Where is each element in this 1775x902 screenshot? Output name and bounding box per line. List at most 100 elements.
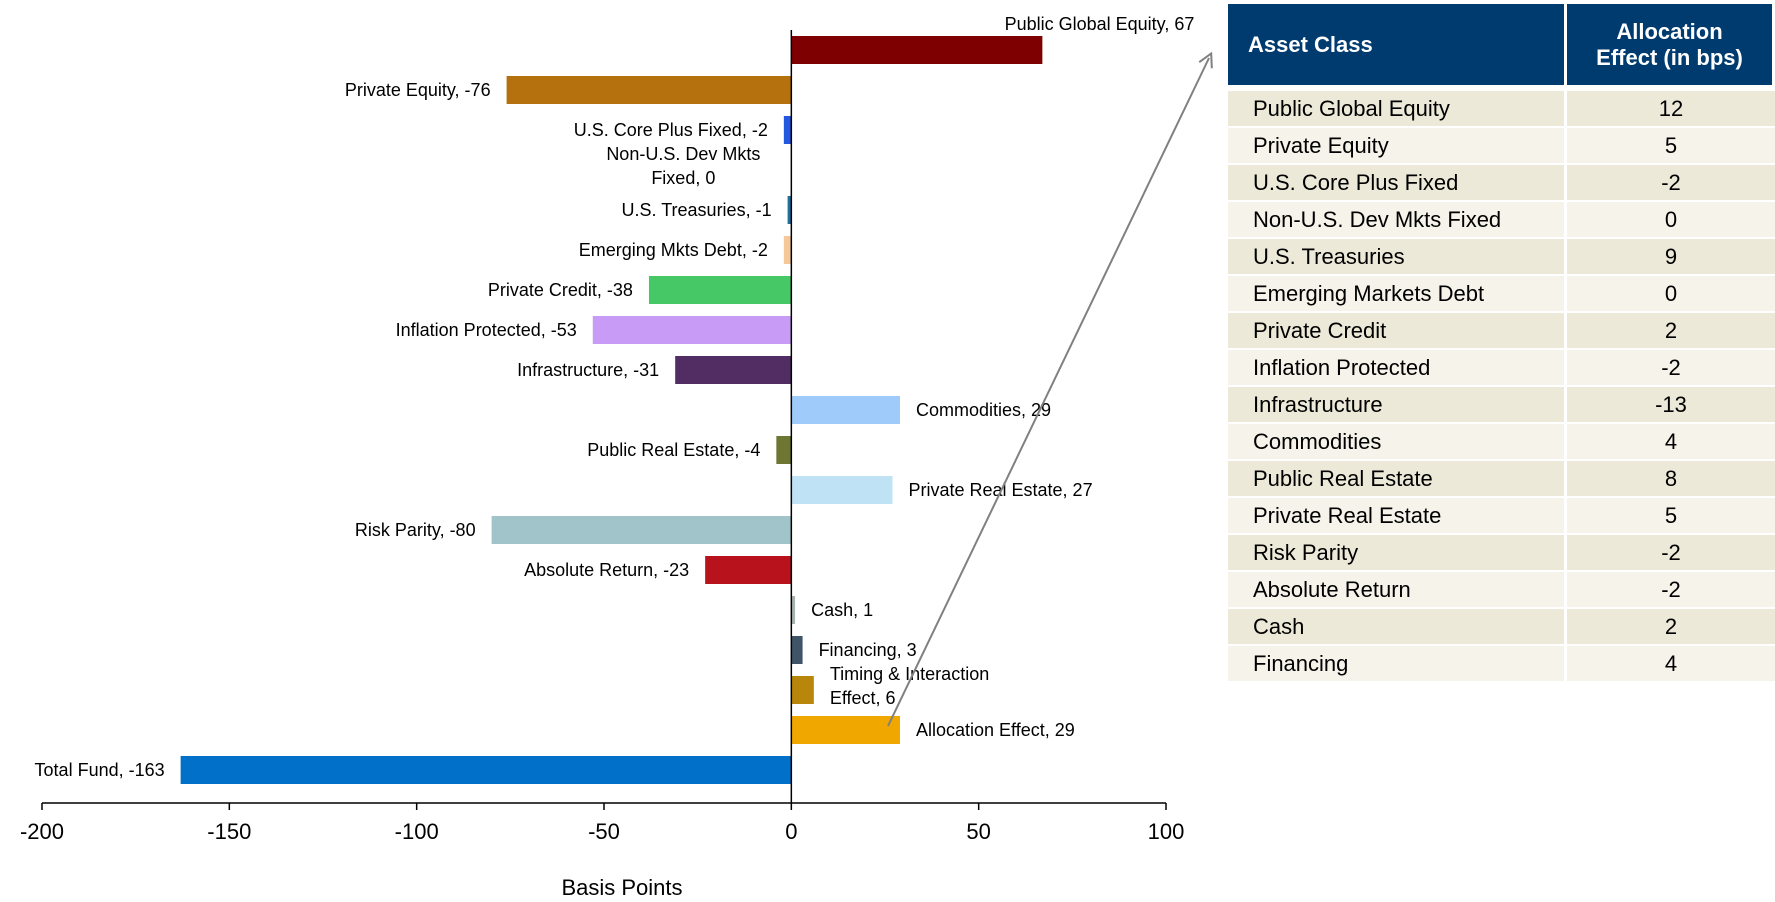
cell-asset-class: Private Equity [1228,128,1567,165]
cell-asset-class: Infrastructure [1228,387,1567,424]
x-tick-label: 0 [785,819,797,844]
cell-allocation-effect: 2 [1567,313,1775,350]
bar-infrastructure [675,356,792,384]
bar-label-u-s-core-plus-fixed: U.S. Core Plus Fixed, -2 [574,120,768,140]
table-row: Inflation Protected -2 [1228,350,1775,387]
cell-allocation-effect: -2 [1567,350,1775,387]
bar-u-s-core-plus-fixed [783,116,792,144]
bar-inflation-protected [592,316,792,344]
cell-asset-class: U.S. Treasuries [1228,239,1567,276]
cell-asset-class: Private Credit [1228,313,1567,350]
cell-asset-class: Inflation Protected [1228,350,1567,387]
bar-financing [791,636,803,664]
cell-allocation-effect: 9 [1567,239,1775,276]
cell-asset-class: Risk Parity [1228,535,1567,572]
cell-allocation-effect: 5 [1567,128,1775,165]
cell-allocation-effect: 4 [1567,424,1775,461]
table-row: Risk Parity -2 [1228,535,1775,572]
bar-label-risk-parity: Risk Parity, -80 [355,520,476,540]
bar-absolute-return [705,556,792,584]
bar-label-public-global-equity: Public Global Equity, 67 [1005,14,1195,34]
cell-asset-class: Absolute Return [1228,572,1567,609]
table-row: U.S. Treasuries 9 [1228,239,1775,276]
cell-allocation-effect: 8 [1567,461,1775,498]
cell-allocation-effect: 2 [1567,609,1775,646]
bar-label-u-s-treasuries: U.S. Treasuries, -1 [622,200,772,220]
bar-commodities [791,396,900,424]
header-effect-line: Allocation [1616,18,1723,44]
cell-allocation-effect: 0 [1567,276,1775,313]
cell-allocation-effect: -2 [1567,165,1775,202]
bar-private-credit [648,276,792,304]
bar-u-s-treasuries [787,196,792,224]
cell-allocation-effect: 0 [1567,202,1775,239]
header-effect-line: Effect (in bps) [1596,44,1743,70]
x-tick-label: -150 [207,819,251,844]
bar-labels: Public Global Equity, 67 Private Equity, … [35,14,1195,780]
cell-asset-class: Emerging Markets Debt [1228,276,1567,313]
table-row: Public Real Estate 8 [1228,461,1775,498]
x-axis-title: Basis Points [561,875,682,900]
header-asset-class: Asset Class [1228,4,1567,91]
bar-label-non-u-s-dev-mkts-fixed: Non-U.S. Dev Mkts Fixed, 0 [606,144,760,188]
table-row: Non-U.S. Dev Mkts Fixed 0 [1228,202,1775,239]
bar-label-infrastructure: Infrastructure, -31 [517,360,659,380]
bar-timing-interaction-effect [791,676,814,704]
cell-allocation-effect: 12 [1567,91,1775,128]
bar-label-private-credit: Private Credit, -38 [488,280,633,300]
x-tick-label: -50 [588,819,620,844]
cell-asset-class: Financing [1228,646,1567,683]
table-row: Private Real Estate 5 [1228,498,1775,535]
table-header-row: Asset Class Allocation Effect (in bps) [1228,4,1775,91]
allocation-arrow [887,51,1213,727]
x-tick-label: 100 [1148,819,1185,844]
cell-allocation-effect: -2 [1567,572,1775,609]
bar-risk-parity [491,516,792,544]
bar-emerging-mkts-debt [783,236,792,264]
table-row: Infrastructure -13 [1228,387,1775,424]
bar-label-commodities: Commodities, 29 [916,400,1051,420]
table-row: Cash 2 [1228,609,1775,646]
cell-allocation-effect: -2 [1567,535,1775,572]
table-row: Absolute Return -2 [1228,572,1775,609]
cell-allocation-effect: -13 [1567,387,1775,424]
header-allocation-effect: Allocation Effect (in bps) [1567,4,1775,91]
bars-layer [180,36,1043,784]
bar-label-financing: Financing, 3 [819,640,917,660]
bar-label-inflation-protected: Inflation Protected, -53 [396,320,577,340]
table-row: Financing 4 [1228,646,1775,683]
x-axis: -200 -150 -100 -50 0 50 100 [20,30,1184,844]
bar-label-private-equity: Private Equity, -76 [345,80,491,100]
cell-allocation-effect: 5 [1567,498,1775,535]
cell-asset-class: Commodities [1228,424,1567,461]
allocation-effect-table: Asset Class Allocation Effect (in bps) Pu… [1228,4,1775,683]
x-tick-label: -100 [395,819,439,844]
bar-private-equity [506,76,792,104]
cell-asset-class: Non-U.S. Dev Mkts Fixed [1228,202,1567,239]
table-row: Private Credit 2 [1228,313,1775,350]
table-row: Emerging Markets Debt 0 [1228,276,1775,313]
bar-public-global-equity [791,36,1043,64]
x-tick-label: -200 [20,819,64,844]
table-row: U.S. Core Plus Fixed -2 [1228,165,1775,202]
cell-asset-class: U.S. Core Plus Fixed [1228,165,1567,202]
bar-label-total-fund: Total Fund, -163 [35,760,165,780]
cell-asset-class: Public Real Estate [1228,461,1567,498]
bar-public-real-estate [776,436,792,464]
x-tick-label: 50 [966,819,990,844]
cell-asset-class: Cash [1228,609,1567,646]
bar-total-fund [180,756,792,784]
bar-private-real-estate [791,476,893,504]
table-row: Commodities 4 [1228,424,1775,461]
bar-allocation-effect [791,716,900,744]
cell-allocation-effect: 4 [1567,646,1775,683]
bar-label-allocation-effect: Allocation Effect, 29 [916,720,1075,740]
table-body: Public Global Equity 12 Private Equity 5 U.S… [1228,91,1775,683]
cell-asset-class: Private Real Estate [1228,498,1567,535]
bar-label-absolute-return: Absolute Return, -23 [524,560,689,580]
cell-asset-class: Public Global Equity [1228,91,1567,128]
bar-label-public-real-estate: Public Real Estate, -4 [587,440,760,460]
table-row: Public Global Equity 12 [1228,91,1775,128]
bar-label-emerging-mkts-debt: Emerging Mkts Debt, -2 [579,240,768,260]
bar-label-timing-interaction-effect: Timing & Interaction Effect, 6 [830,664,989,708]
